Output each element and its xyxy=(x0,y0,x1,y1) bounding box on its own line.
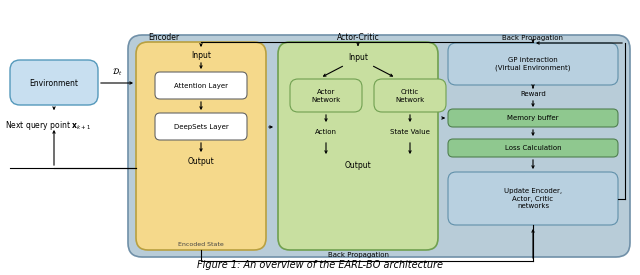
FancyBboxPatch shape xyxy=(136,42,266,250)
Text: Output: Output xyxy=(344,161,371,169)
Text: Output: Output xyxy=(188,158,214,166)
Text: GP interaction
(Virtual Environment): GP interaction (Virtual Environment) xyxy=(495,57,571,71)
FancyBboxPatch shape xyxy=(448,139,618,157)
Text: Update Encoder,
Actor, Critic
networks: Update Encoder, Actor, Critic networks xyxy=(504,188,562,210)
FancyBboxPatch shape xyxy=(10,60,98,105)
FancyBboxPatch shape xyxy=(290,79,362,112)
Text: Attention Layer: Attention Layer xyxy=(174,83,228,89)
FancyBboxPatch shape xyxy=(448,109,618,127)
Text: Encoder: Encoder xyxy=(148,34,179,43)
Text: Back Propagation: Back Propagation xyxy=(502,35,563,41)
Text: Next query point $\mathbf{x}_{k+1}$: Next query point $\mathbf{x}_{k+1}$ xyxy=(5,119,91,131)
Text: Memory buffer: Memory buffer xyxy=(508,115,559,121)
Text: State Value: State Value xyxy=(390,129,430,135)
Text: Figure 1: An overview of the EARL-BO architecture: Figure 1: An overview of the EARL-BO arc… xyxy=(197,260,443,270)
FancyBboxPatch shape xyxy=(374,79,446,112)
FancyBboxPatch shape xyxy=(278,42,438,250)
Text: Encoded State: Encoded State xyxy=(178,243,224,248)
FancyBboxPatch shape xyxy=(128,35,630,257)
Text: Action: Action xyxy=(315,129,337,135)
FancyBboxPatch shape xyxy=(155,113,247,140)
FancyBboxPatch shape xyxy=(155,72,247,99)
Text: Input: Input xyxy=(348,53,368,62)
Text: Environment: Environment xyxy=(29,78,79,87)
Text: Reward: Reward xyxy=(520,91,546,97)
Text: Actor-Critic: Actor-Critic xyxy=(337,34,380,43)
Text: Actor
Network: Actor Network xyxy=(312,89,340,103)
Text: Loss Calculation: Loss Calculation xyxy=(505,145,561,151)
Text: Back Propagation: Back Propagation xyxy=(328,252,388,258)
Text: DeepSets Layer: DeepSets Layer xyxy=(173,124,228,130)
Text: Critic
Network: Critic Network xyxy=(396,89,424,103)
Text: Input: Input xyxy=(191,51,211,59)
Text: $\mathcal{D}_t$: $\mathcal{D}_t$ xyxy=(112,67,122,78)
FancyBboxPatch shape xyxy=(448,43,618,85)
FancyBboxPatch shape xyxy=(448,172,618,225)
